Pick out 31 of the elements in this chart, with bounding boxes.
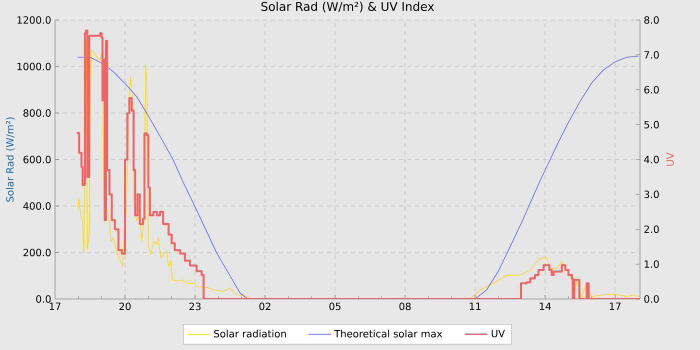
y-tick-label: 200.0 (24, 248, 51, 256)
y-tick-label: 1200.0 (18, 16, 51, 24)
y2-tick-label: 2.0 (644, 225, 659, 234)
x-tick-label: 08 (399, 302, 411, 310)
legend-label: UV (492, 330, 505, 338)
legend-label: Solar radiation (214, 330, 286, 338)
y-tick-label: 600.0 (23, 156, 51, 164)
x-tick-label: 11 (470, 302, 481, 310)
y2-tick-label: 8.0 (644, 16, 659, 24)
y2-tick-label: 5.0 (644, 120, 659, 128)
x-tick-label: 20 (119, 302, 131, 310)
x-tick-label: 05 (329, 302, 341, 310)
x-tick-label: 17 (610, 302, 621, 310)
x-tick-label: 17 (50, 302, 60, 310)
y-tick-label: 1000.0 (18, 62, 51, 70)
y2-tick-label: 3.0 (644, 190, 659, 198)
chart-title: Solar Rad (W/m²) & UV Index (261, 2, 434, 12)
y-tick-label: 0.0 (36, 295, 51, 303)
x-tick-label: 23 (189, 302, 201, 310)
y2-tick-label: 7.0 (644, 51, 659, 59)
y2-tick-label: 1.0 (644, 260, 659, 268)
x-tick-label: 14 (540, 302, 551, 310)
y2-tick-label: 4.0 (644, 156, 659, 164)
y-axis-title: Solar Rad (W/m²) (6, 117, 15, 202)
y2-tick-label: 6.0 (644, 86, 659, 94)
x-tick-label: 02 (259, 302, 270, 310)
y2-axis-title: UV (666, 152, 674, 166)
y2-tick-label: 0.0 (644, 295, 659, 303)
legend-label: Theoretical solar max (334, 330, 442, 338)
y-tick-label: 400.0 (23, 202, 51, 210)
y-tick-label: 800.0 (23, 109, 51, 117)
